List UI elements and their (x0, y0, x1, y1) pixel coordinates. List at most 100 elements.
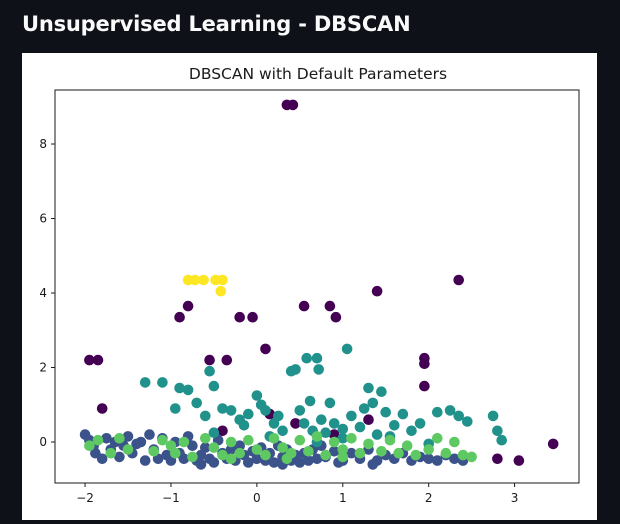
data-point (208, 457, 220, 468)
data-point (204, 354, 215, 366)
chart-figure: DBSCAN with Default Parameters −2 −1 0 1 2 3 0… (22, 53, 597, 520)
data-point (174, 382, 185, 394)
data-point (114, 451, 125, 463)
axes-frame (54, 89, 580, 484)
data-point (268, 457, 280, 468)
data-point (513, 455, 525, 466)
data-point (187, 451, 198, 463)
x-tick-label: 1 (339, 491, 347, 505)
data-point (198, 274, 209, 286)
data-point (260, 449, 271, 461)
data-point (380, 406, 392, 418)
data-point (444, 405, 456, 416)
data-point (423, 444, 435, 455)
data-point (208, 427, 220, 439)
x-tick-label: −1 (162, 491, 180, 505)
data-point (178, 453, 190, 465)
data-point (84, 354, 95, 366)
cluster-2 (139, 343, 508, 450)
data-point (328, 436, 340, 448)
data-point (208, 380, 220, 392)
data-point (324, 397, 336, 409)
data-point (174, 311, 185, 323)
data-point (393, 447, 404, 459)
data-point (462, 416, 473, 427)
data-point (487, 410, 499, 422)
data-point (139, 377, 151, 388)
data-point (195, 459, 207, 470)
data-point (122, 444, 134, 455)
data-point (358, 403, 370, 414)
data-point (303, 455, 314, 466)
data-points (79, 99, 559, 470)
data-point (304, 395, 316, 407)
data-point (432, 455, 443, 466)
data-point (449, 453, 460, 465)
data-point (367, 459, 379, 470)
data-point (298, 418, 310, 429)
data-point (367, 397, 379, 409)
data-point (187, 440, 198, 452)
data-point (294, 434, 306, 446)
data-point (178, 436, 190, 448)
data-point (432, 406, 443, 418)
data-point (328, 446, 340, 457)
data-point (290, 364, 301, 375)
data-point (440, 447, 452, 459)
data-point (389, 420, 400, 431)
data-point (277, 425, 288, 437)
data-point (234, 440, 245, 452)
data-point (84, 440, 95, 452)
data-point (320, 427, 331, 439)
data-point (200, 410, 211, 422)
data-point (294, 457, 306, 468)
data-point (457, 449, 469, 461)
cluster-3 (84, 431, 477, 465)
data-point (290, 418, 301, 429)
data-point (419, 380, 430, 392)
data-point (243, 457, 254, 468)
y-tick-label: 0 (39, 435, 47, 449)
page-title: Unsupervised Learning - DBSCAN (22, 12, 411, 36)
data-point (328, 418, 340, 429)
data-point (492, 425, 503, 437)
data-point (191, 397, 202, 409)
data-point (363, 438, 374, 450)
data-point (234, 311, 245, 323)
data-point (294, 405, 306, 416)
data-point (114, 433, 125, 444)
data-point (401, 440, 413, 452)
data-point (105, 447, 117, 459)
data-point (243, 434, 254, 446)
x-tick-label: 2 (425, 491, 433, 505)
data-point (432, 433, 443, 444)
data-point (397, 408, 409, 420)
x-tick-label: 0 (253, 491, 261, 505)
data-point (371, 429, 383, 440)
data-point (225, 405, 237, 416)
data-point (217, 449, 228, 461)
data-point (251, 444, 263, 455)
data-point (238, 420, 250, 431)
data-point (204, 365, 215, 377)
data-point (354, 421, 366, 433)
data-point (406, 425, 417, 437)
data-point (337, 444, 349, 455)
cluster-4 (182, 274, 228, 297)
data-point (268, 433, 280, 444)
data-point (453, 410, 465, 422)
data-point (234, 447, 245, 459)
data-point (96, 403, 108, 414)
data-point (247, 311, 258, 323)
data-point (92, 354, 104, 366)
data-point (449, 436, 460, 448)
data-point (301, 352, 313, 364)
data-point (208, 442, 220, 453)
data-point (423, 453, 435, 465)
data-point (346, 410, 357, 422)
data-point (320, 449, 331, 461)
y-tick-label: 2 (39, 361, 47, 375)
data-point (371, 285, 383, 297)
data-point (182, 300, 194, 312)
scatter-chart: DBSCAN with Default Parameters −2 −1 0 1 2 3 0… (39, 65, 580, 505)
